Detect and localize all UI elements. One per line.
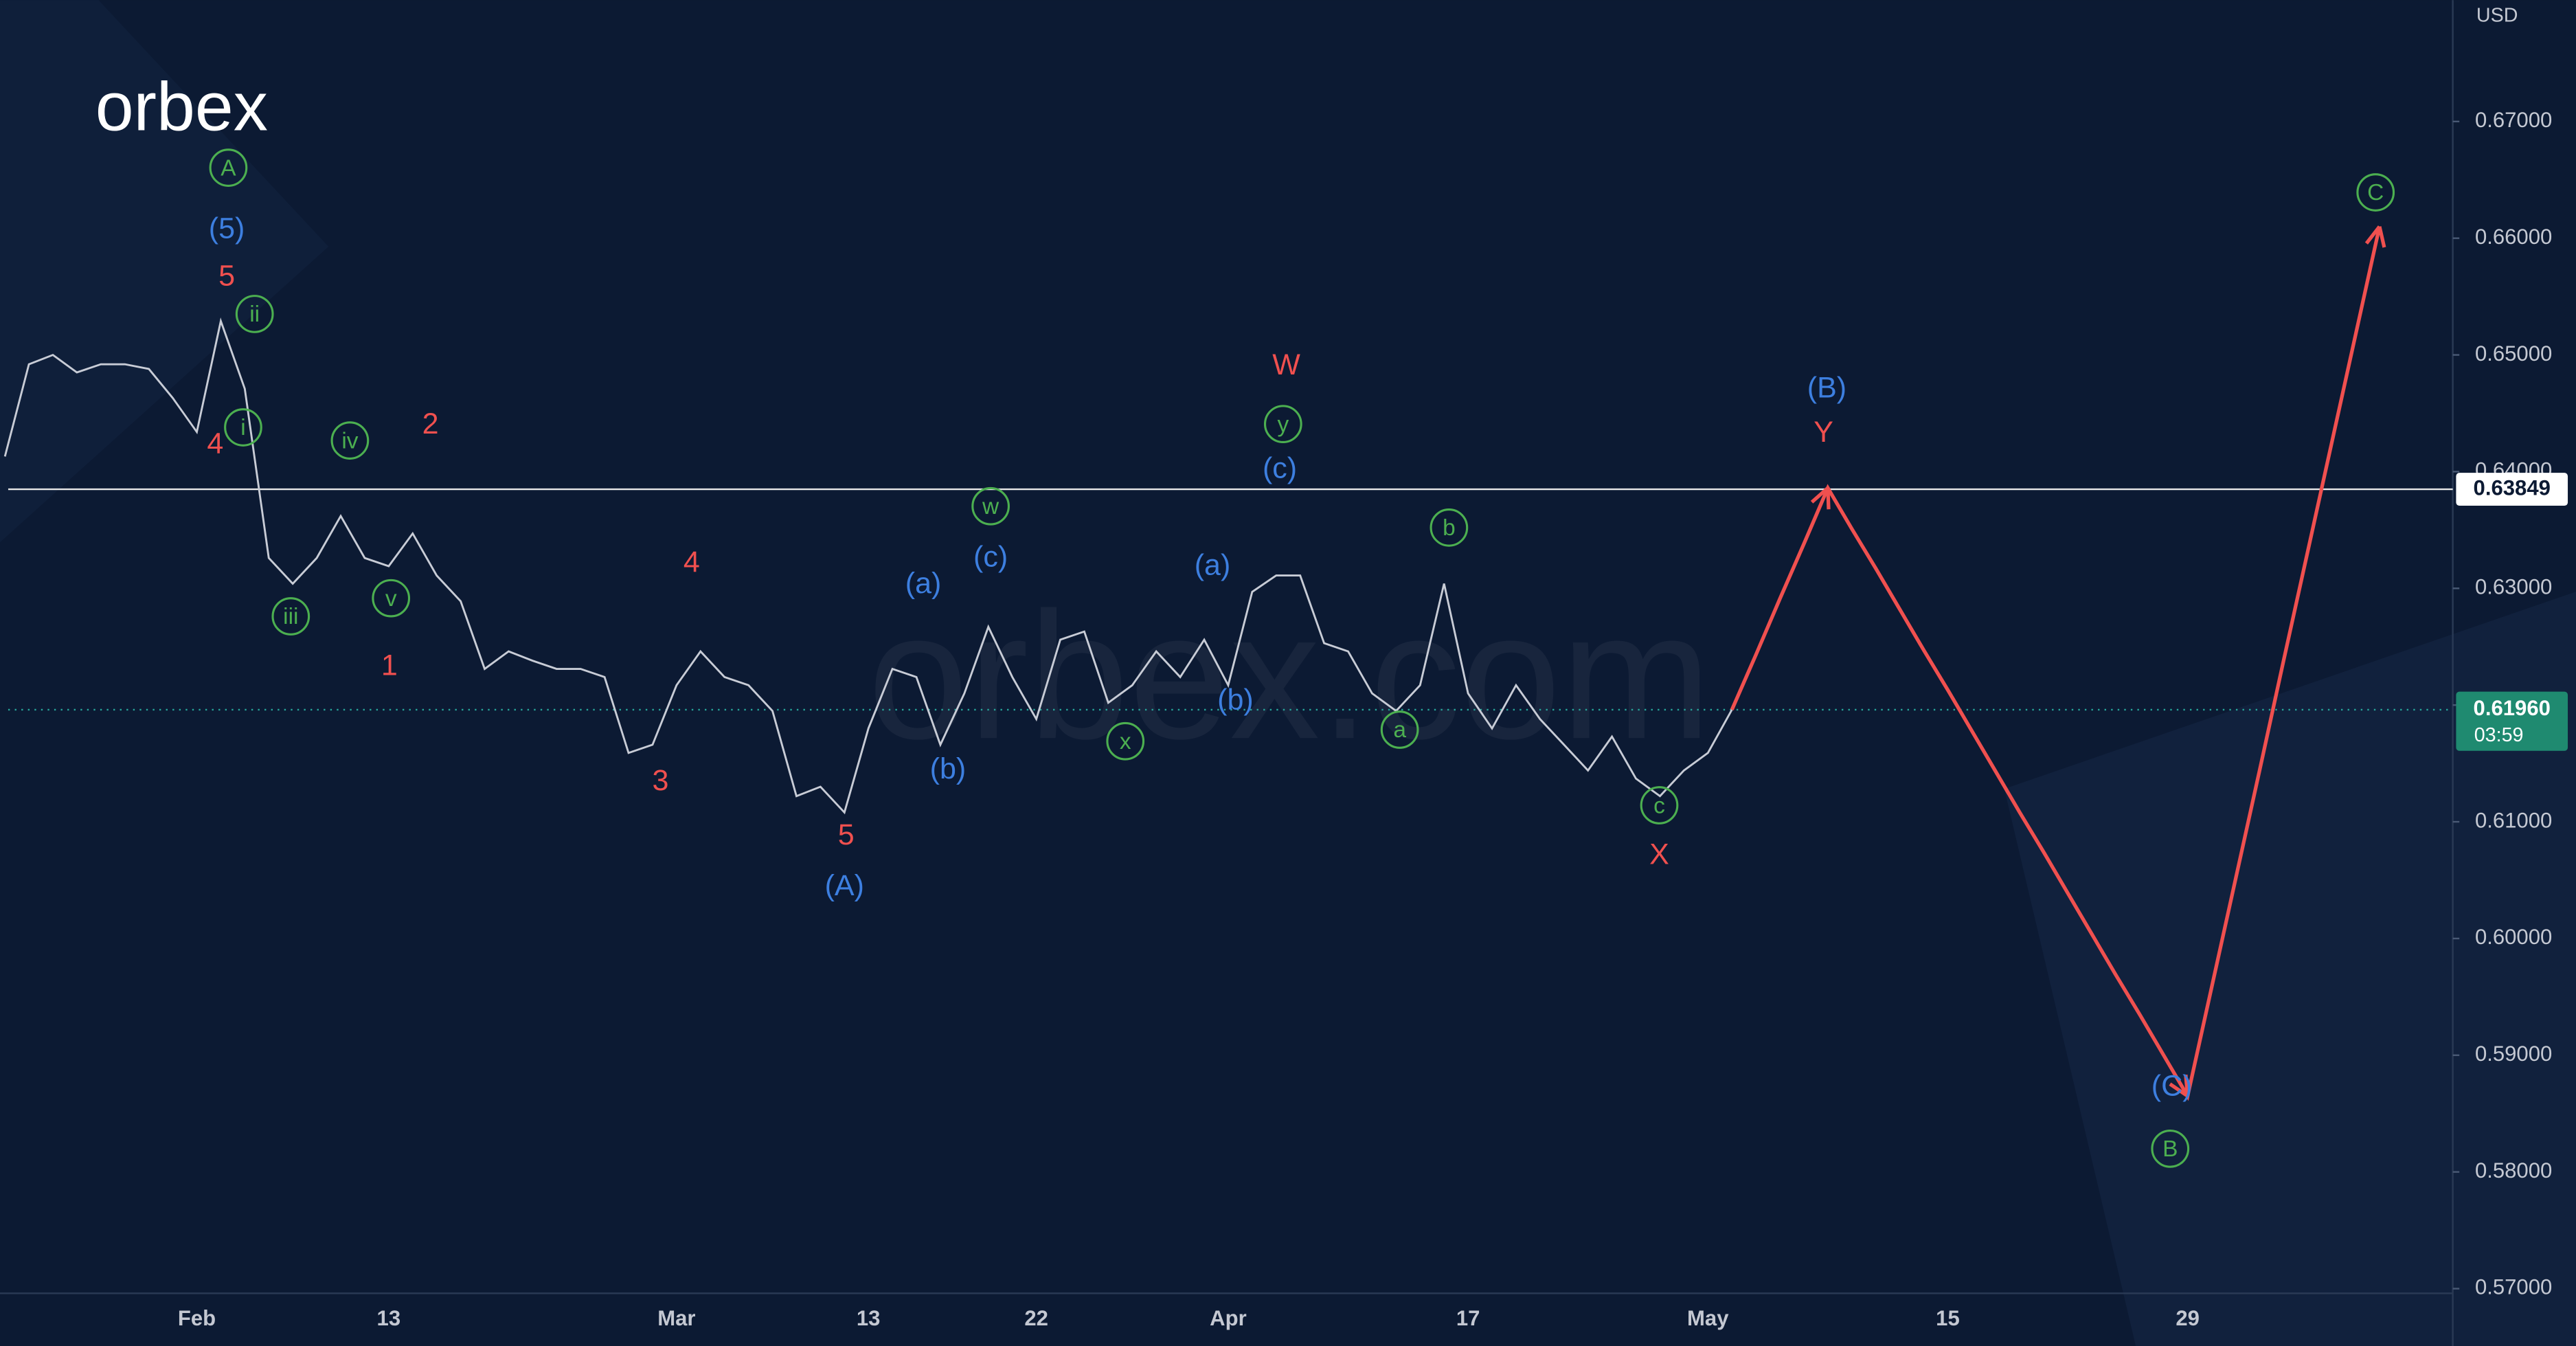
wave-label: 1	[381, 649, 398, 682]
wave-label: Y	[1814, 416, 1833, 449]
x-tick-label: Mar	[657, 1306, 695, 1330]
wave-label: 4	[207, 427, 223, 460]
wave-label: iv	[341, 428, 358, 453]
wave-label: (b)	[930, 752, 967, 785]
wave-label: (a)	[905, 567, 942, 600]
wave-circle	[224, 408, 262, 447]
arrow-head	[2377, 226, 2386, 248]
series-line	[3, 317, 1733, 815]
y-tick-label: 0.65000	[2475, 341, 2552, 366]
wave-circle	[372, 579, 411, 618]
wave-circle	[1640, 786, 1679, 825]
wave-label: A	[221, 155, 236, 181]
wave-label: iii	[283, 604, 298, 629]
watermark: orbex.com	[868, 574, 1711, 776]
wave-label: W	[1272, 348, 1300, 381]
wave-circle	[1430, 508, 1469, 547]
wave-label: 5	[218, 260, 235, 293]
wave-circle	[1380, 710, 1419, 749]
wave-label: (A)	[825, 869, 864, 902]
price-line-tag	[2456, 473, 2568, 506]
wave-circle	[2151, 1130, 2190, 1168]
countdown-label: 03:59	[2474, 724, 2524, 746]
wave-label: 5	[838, 818, 855, 851]
wave-label: (C)	[2151, 1070, 2193, 1103]
wave-circle	[330, 421, 370, 460]
x-tick-label: 17	[1456, 1306, 1480, 1330]
x-tick-label: 13	[377, 1306, 401, 1330]
wave-label: 2	[422, 407, 439, 440]
wave-label: c	[1653, 793, 1665, 818]
wave-circle	[1263, 405, 1302, 444]
arrow-head	[1826, 488, 1831, 510]
price-line-label: 0.63849	[2474, 475, 2551, 500]
wave-label: ii	[249, 302, 260, 327]
wave-circle	[271, 597, 310, 636]
x-tick-label: 15	[1936, 1306, 1960, 1330]
wave-label: w	[982, 494, 999, 519]
wave-label: 3	[652, 764, 668, 797]
y-tick-label: 0.60000	[2475, 925, 2552, 949]
logo: orbex	[95, 68, 268, 145]
wave-label: a	[1393, 717, 1406, 743]
wave-label: x	[1120, 729, 1131, 754]
y-tick-label: 0.63000	[2475, 575, 2552, 599]
x-tick-label: 29	[2176, 1306, 2200, 1330]
wave-label: (a)	[1195, 549, 1231, 582]
wave-label: C	[2367, 180, 2384, 205]
y-tick-label: 0.67000	[2475, 108, 2552, 132]
wave-label: (c)	[1263, 452, 1297, 485]
y-tick-label: 0.58000	[2475, 1158, 2552, 1182]
last-price-tag	[2456, 691, 2568, 751]
wave-circle	[209, 148, 248, 187]
last-price-label: 0.61960	[2474, 696, 2551, 720]
wave-circle	[971, 486, 1010, 526]
wave-label: i	[240, 415, 245, 440]
decor	[2004, 592, 2576, 1346]
y-tick-label: 0.57000	[2475, 1275, 2552, 1299]
x-tick-label: 22	[1024, 1306, 1048, 1330]
wave-label: y	[1277, 412, 1289, 437]
arrow-head	[2169, 1082, 2189, 1098]
wave-label: (b)	[1217, 684, 1254, 717]
x-tick-label: Apr	[1210, 1306, 1247, 1330]
wave-label: b	[1443, 515, 1456, 541]
wave-label: B	[2162, 1136, 2178, 1162]
wave-circle	[235, 295, 274, 333]
x-tick-label: 13	[857, 1306, 881, 1330]
wave-circle	[2356, 173, 2395, 212]
wave-label: (c)	[973, 541, 1008, 574]
arrow-head	[2184, 1075, 2190, 1097]
arrow-head	[1810, 486, 1829, 504]
wave-circle	[1106, 721, 1145, 761]
currency-label: USD	[2476, 5, 2518, 27]
y-tick-label: 0.61000	[2475, 808, 2552, 832]
y-tick-label: 0.66000	[2475, 225, 2552, 249]
wave-label: (B)	[1807, 371, 1846, 404]
series-line	[1730, 226, 2382, 1101]
wave-label: 4	[683, 546, 700, 579]
decor	[0, 0, 329, 543]
wave-label: X	[1649, 838, 1669, 871]
y-tick-label: 0.59000	[2475, 1042, 2552, 1066]
x-tick-label: May	[1687, 1306, 1729, 1330]
wave-label: (5)	[209, 212, 245, 245]
x-tick-label: Feb	[178, 1306, 216, 1330]
arrow-head	[2364, 225, 2382, 245]
wave-label: v	[385, 586, 397, 612]
